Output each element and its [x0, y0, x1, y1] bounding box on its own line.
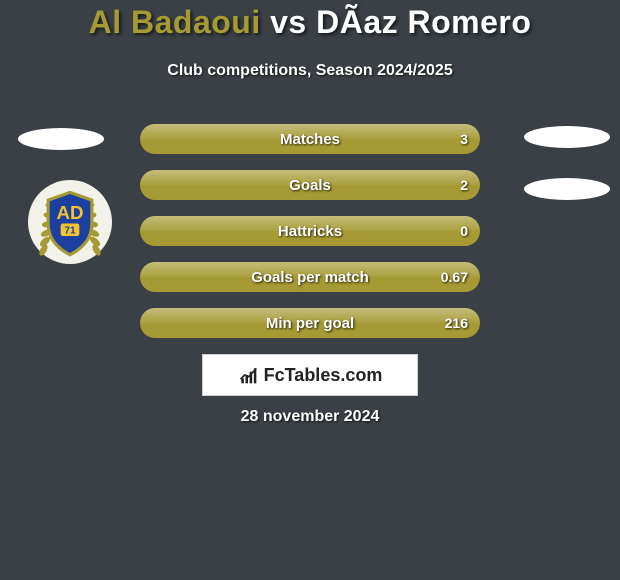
stat-bar: 3Matches: [140, 124, 480, 154]
stat-bar: 0Hattricks: [140, 216, 480, 246]
comparison-infographic: Al Badaoui vs DÃ­az Romero Club competit…: [0, 0, 620, 580]
stat-label: Min per goal: [140, 308, 480, 338]
club-badge: AD 71: [28, 180, 112, 264]
stat-bars: 3Matches 2Goals 0Hattricks 0.67Goals per ma…: [140, 124, 480, 354]
stat-bar: 216Min per goal: [140, 308, 480, 338]
player1-name: Al Badaoui: [89, 4, 261, 40]
stat-label: Goals per match: [140, 262, 480, 292]
subtitle: Club competitions, Season 2024/2025: [0, 62, 620, 80]
brand-icon: [238, 365, 258, 385]
player2-name: DÃ­az Romero: [316, 4, 531, 40]
player1-photo-placeholder: [18, 128, 104, 150]
player2-photo-placeholder: [524, 126, 610, 148]
date-label: 28 november 2024: [0, 408, 620, 426]
svg-text:AD: AD: [56, 202, 83, 223]
stat-bar: 2Goals: [140, 170, 480, 200]
stat-label: Goals: [140, 170, 480, 200]
stat-label: Matches: [140, 124, 480, 154]
player2-photo-placeholder: [524, 178, 610, 200]
stat-bar: 0.67Goals per match: [140, 262, 480, 292]
stat-label: Hattricks: [140, 216, 480, 246]
page-title: Al Badaoui vs DÃ­az Romero: [0, 4, 620, 41]
vs-label: vs: [270, 4, 307, 40]
svg-text:71: 71: [64, 226, 76, 237]
brand-box: FcTables.com: [202, 354, 418, 396]
club-badge-svg: AD 71: [31, 183, 109, 261]
brand-text: FcTables.com: [264, 365, 383, 386]
